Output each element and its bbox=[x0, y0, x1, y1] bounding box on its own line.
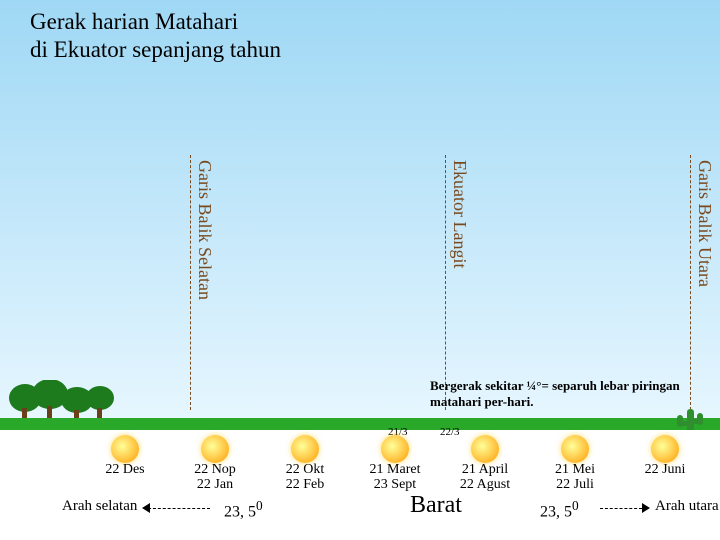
degree-south-value: 23, 5 bbox=[224, 503, 256, 520]
tropic-north-label: Garis Balik Utara bbox=[694, 160, 715, 287]
sky-background bbox=[0, 0, 720, 430]
degree-south-sup: 0 bbox=[256, 498, 263, 513]
arrow-north-line bbox=[600, 508, 642, 509]
movement-note: Bergerak sekitar ¼°= separuh lebar pirin… bbox=[430, 378, 690, 410]
equator-line bbox=[445, 155, 446, 410]
sun-icon bbox=[651, 435, 679, 463]
arrow-north-head-icon bbox=[642, 503, 650, 513]
sun-date-label: 22 Nop bbox=[183, 462, 247, 478]
tropic-south-line bbox=[190, 155, 191, 410]
sun-icon bbox=[561, 435, 589, 463]
west-label: Barat bbox=[410, 492, 462, 519]
degree-north-value: 23, 5 bbox=[540, 503, 572, 520]
title-line-2: di Ekuator sepanjang tahun bbox=[30, 36, 281, 64]
arrow-south-line bbox=[148, 508, 210, 509]
sun-date-label: 22 Jan bbox=[183, 477, 247, 493]
sun-icon bbox=[291, 435, 319, 463]
sun-icon bbox=[381, 435, 409, 463]
sun-date-label: 22 Agust bbox=[453, 477, 517, 493]
sun-date-label: 21 Maret bbox=[363, 462, 427, 478]
sun-date-label: 21 Mei bbox=[543, 462, 607, 478]
sun-date-label: 22 Feb bbox=[273, 477, 337, 493]
direction-north-label: Arah utara bbox=[655, 498, 719, 515]
sun-date-label: 22 Juli bbox=[543, 477, 607, 493]
sun-date-label: 22 Juni bbox=[633, 462, 697, 478]
equinox-date-right: 22/3 bbox=[440, 426, 460, 438]
sun-date-label: 22 Des bbox=[93, 462, 157, 478]
tropic-south-label: Garis Balik Selatan bbox=[194, 160, 215, 300]
tropic-north-line bbox=[690, 155, 691, 410]
degree-south: 23, 50 bbox=[224, 498, 263, 521]
sun-date-label: 23 Sept bbox=[363, 477, 427, 493]
degree-north-sup: 0 bbox=[572, 498, 579, 513]
sun-icon bbox=[471, 435, 499, 463]
title-line-1: Gerak harian Matahari bbox=[30, 8, 281, 36]
direction-south-label: Arah selatan bbox=[62, 498, 137, 515]
arrow-south-head-icon bbox=[142, 503, 150, 513]
sun-icon bbox=[201, 435, 229, 463]
sun-date-label: 21 April bbox=[453, 462, 517, 478]
sun-icon bbox=[111, 435, 139, 463]
sun-date-label: 22 Okt bbox=[273, 462, 337, 478]
ground-area bbox=[0, 430, 720, 540]
degree-north: 23, 50 bbox=[540, 498, 579, 521]
equator-label: Ekuator Langit bbox=[449, 160, 470, 268]
diagram-title: Gerak harian Matahari di Ekuator sepanja… bbox=[30, 8, 281, 63]
